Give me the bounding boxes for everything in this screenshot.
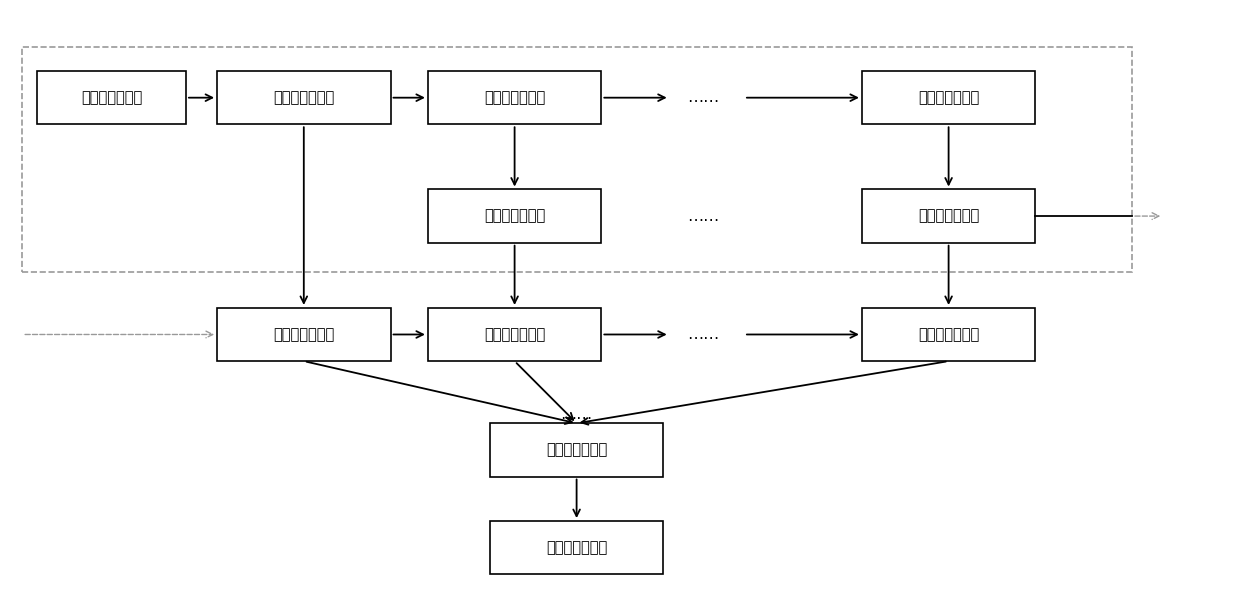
Text: 血管特征优化层: 血管特征优化层: [273, 327, 335, 342]
Bar: [217, 71, 391, 124]
Text: ……: ……: [687, 208, 719, 224]
Bar: [428, 71, 601, 124]
Bar: [862, 189, 1035, 243]
Text: 血管特征优化层: 血管特征优化层: [484, 327, 546, 342]
Text: 眼底图像输入层: 眼底图像输入层: [81, 90, 143, 105]
Bar: [490, 423, 663, 477]
Text: 血管特征处理层: 血管特征处理层: [918, 208, 980, 224]
Text: 血管特征提取层: 血管特征提取层: [273, 90, 335, 105]
Bar: [428, 308, 601, 361]
Text: 血管图像融合层: 血管图像融合层: [546, 442, 608, 458]
Bar: [22, 47, 1132, 272]
Text: ……: ……: [687, 90, 719, 105]
Bar: [217, 308, 391, 361]
Text: 血管特征优化层: 血管特征优化层: [918, 327, 980, 342]
Text: 血管特征处理层: 血管特征处理层: [484, 208, 546, 224]
Bar: [428, 189, 601, 243]
Bar: [862, 308, 1035, 361]
Text: 血管图像输出层: 血管图像输出层: [546, 540, 608, 555]
Bar: [490, 521, 663, 574]
Text: ……: ……: [560, 407, 593, 422]
Text: ……: ……: [687, 327, 719, 342]
Text: 血管特征提取层: 血管特征提取层: [484, 90, 546, 105]
Bar: [862, 71, 1035, 124]
Text: 血管特征提取层: 血管特征提取层: [918, 90, 980, 105]
Bar: [37, 71, 186, 124]
